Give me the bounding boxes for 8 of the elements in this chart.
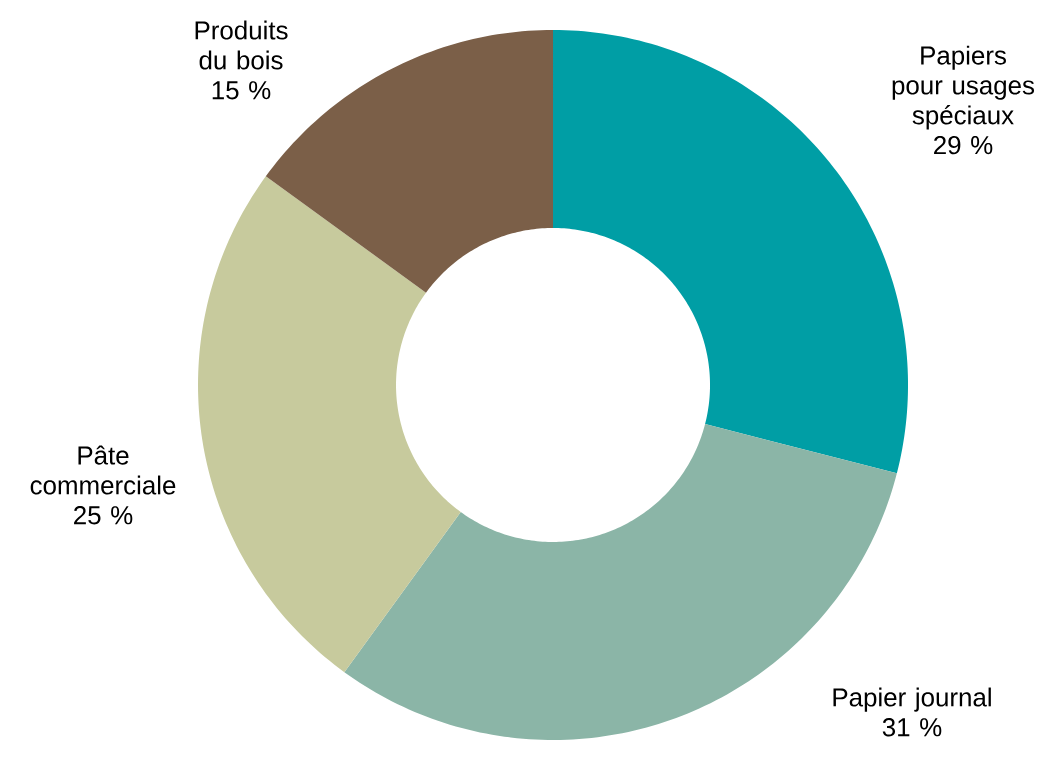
- data-label: 29 %: [934, 135, 993, 155]
- data-label: 25 %: [74, 506, 133, 525]
- slice-label: Papiers pour usages spéciaux: [892, 45, 1035, 130]
- slice-label: Produits du bois: [195, 20, 288, 70]
- slice-label: Papier journal: [833, 687, 991, 712]
- data-label: 15 %: [212, 81, 271, 100]
- data-label: 31 %: [882, 718, 942, 737]
- slice-label: Pâte commerciale: [30, 445, 176, 495]
